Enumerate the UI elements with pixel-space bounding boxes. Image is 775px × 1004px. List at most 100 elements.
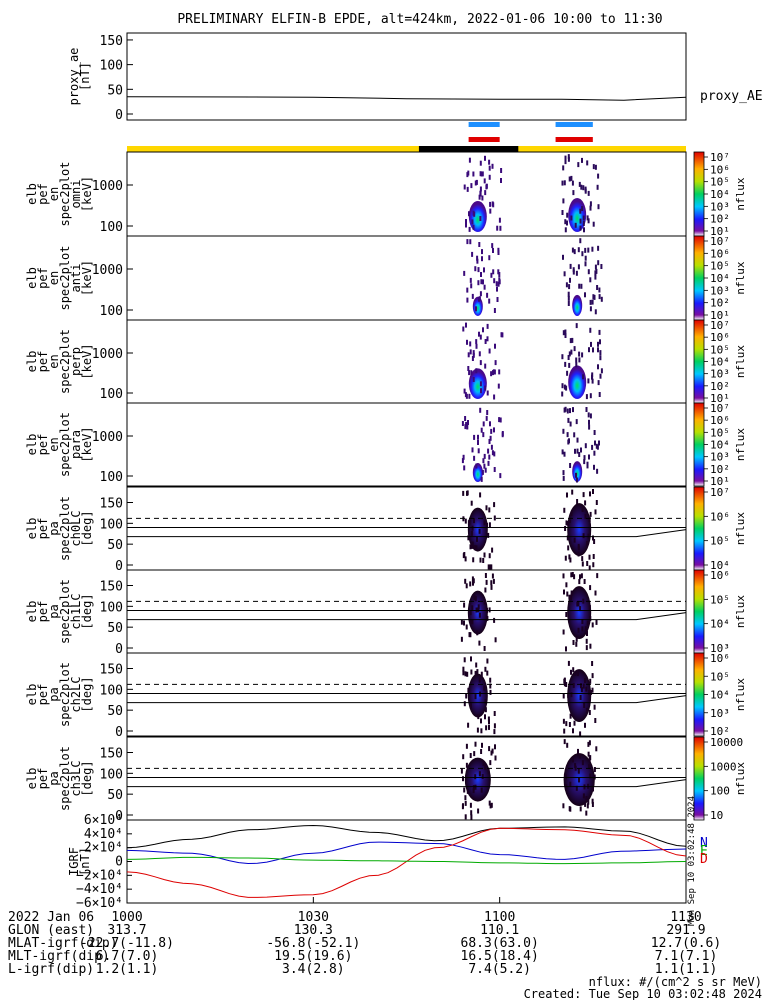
flux-pixel xyxy=(586,620,589,626)
flux-pixel xyxy=(597,204,600,210)
flux-pixel xyxy=(491,201,494,207)
flux-pixel xyxy=(592,535,594,541)
flux-pixel xyxy=(567,154,570,160)
flux-blob xyxy=(568,365,587,399)
flux-pixel xyxy=(492,248,494,253)
flux-pixel xyxy=(481,774,484,779)
flux-pixel xyxy=(460,636,463,642)
flux-pixel xyxy=(479,691,482,697)
y-axis-label-line: spec2plot xyxy=(58,161,72,226)
flux-pixel xyxy=(480,388,482,394)
flux-pixel xyxy=(482,327,484,333)
flux-pixel xyxy=(476,258,479,264)
colorbar-tick-label: 10⁴ xyxy=(710,439,730,452)
flux-pixel xyxy=(598,329,601,335)
flux-blob xyxy=(567,586,592,639)
flux-pixel xyxy=(591,246,594,252)
flux-pixel xyxy=(572,682,575,688)
flux-blob xyxy=(467,673,488,718)
flux-pixel xyxy=(589,690,592,695)
y-axis-label-line: ch3LC xyxy=(69,760,83,796)
flux-pixel xyxy=(578,357,581,363)
flux-pixel xyxy=(585,394,588,400)
igrf-ytick-label: 6×10⁴ xyxy=(84,813,123,828)
y-axis-label-line: [nT] xyxy=(78,847,92,876)
colorbar-tick-label: 10⁷ xyxy=(710,151,730,164)
flux-pixel xyxy=(592,786,594,792)
flux-pixel xyxy=(482,279,484,285)
flux-pixel xyxy=(473,545,476,551)
flux-pixel xyxy=(479,360,482,366)
flux-pixel xyxy=(478,677,481,683)
flux-pixel xyxy=(479,186,482,192)
flux-pixel xyxy=(485,415,488,421)
footer-value: 7.1(7.1) xyxy=(655,949,718,964)
flux-pixel xyxy=(576,601,579,607)
flux-pixel xyxy=(581,206,584,211)
flux-pixel xyxy=(586,463,589,469)
flux-pixel xyxy=(597,364,599,370)
colorbar-tick-label: 10⁵ xyxy=(710,343,730,356)
y-axis-label-line: [deg] xyxy=(80,593,94,629)
colorbar-tick-label: 10⁴ xyxy=(710,559,730,572)
flux-blob xyxy=(468,201,487,232)
flux-pixel xyxy=(561,354,564,360)
flux-pixel xyxy=(490,802,493,808)
flux-pixel xyxy=(488,255,491,261)
science-zone-bars xyxy=(127,122,686,152)
flux-pixel xyxy=(585,796,588,801)
flux-pixel xyxy=(592,554,595,559)
flux-pixel xyxy=(488,439,491,444)
flux-pixel xyxy=(577,264,580,270)
flux-pixel xyxy=(584,255,587,261)
y-axis-label-line: perp xyxy=(69,347,83,376)
flux-pixel xyxy=(582,533,585,539)
flux-pixel xyxy=(578,452,581,457)
y-axis-label-line: pef xyxy=(36,684,50,706)
colorbar-tick-label: 10¹ xyxy=(710,309,730,322)
flux-pixel xyxy=(494,744,496,750)
time-tick-label: 1130 xyxy=(670,910,701,925)
flux-pixel xyxy=(563,739,566,745)
colorbar xyxy=(693,151,705,237)
colorbar-tick-label: 10⁶ xyxy=(710,569,730,582)
flux-pixel xyxy=(478,242,481,247)
flux-pixel xyxy=(490,371,493,377)
flux-pixel xyxy=(477,604,480,610)
ytick-label: 50 xyxy=(107,621,123,636)
footer-row-label: 2022 Jan 06 xyxy=(8,910,94,925)
flux-pixel xyxy=(471,541,474,547)
flux-pixel xyxy=(481,742,483,748)
flux-pixel xyxy=(591,673,594,679)
pa-loss-cone-line xyxy=(127,695,687,704)
flux-blob xyxy=(568,197,587,233)
flux-pixel xyxy=(493,502,496,508)
flux-pixel xyxy=(584,801,587,807)
flux-pixel xyxy=(476,727,479,733)
flux-pixel xyxy=(576,499,579,504)
flux-pixel xyxy=(589,299,592,305)
y-axis-label-line: spec2plot xyxy=(58,579,72,644)
footer-value: 130.3 xyxy=(294,923,333,938)
flux-pixel xyxy=(478,612,481,618)
flux-pixel xyxy=(489,677,492,683)
colorbar-tick-label: 10² xyxy=(710,297,730,310)
flux-pixel xyxy=(489,435,492,441)
footer-value: 7.4(5.2) xyxy=(468,962,531,977)
time-tick-label: 1000 xyxy=(111,910,142,925)
flux-pixel xyxy=(478,528,481,534)
flux-pixel xyxy=(489,683,492,689)
flux-pixel xyxy=(600,264,603,269)
flux-pixel xyxy=(595,500,598,505)
flux-pixel xyxy=(491,547,494,553)
flux-pixel xyxy=(593,767,596,772)
flux-pixel xyxy=(579,606,582,612)
flux-pixel xyxy=(575,641,578,647)
flux-pixel xyxy=(582,598,585,604)
flux-pixel xyxy=(500,332,503,338)
flux-pixel xyxy=(593,450,596,456)
flux-pixel xyxy=(486,410,489,415)
flux-pixel xyxy=(585,407,588,412)
flux-pixel xyxy=(473,434,476,440)
flux-pixel xyxy=(484,714,486,720)
